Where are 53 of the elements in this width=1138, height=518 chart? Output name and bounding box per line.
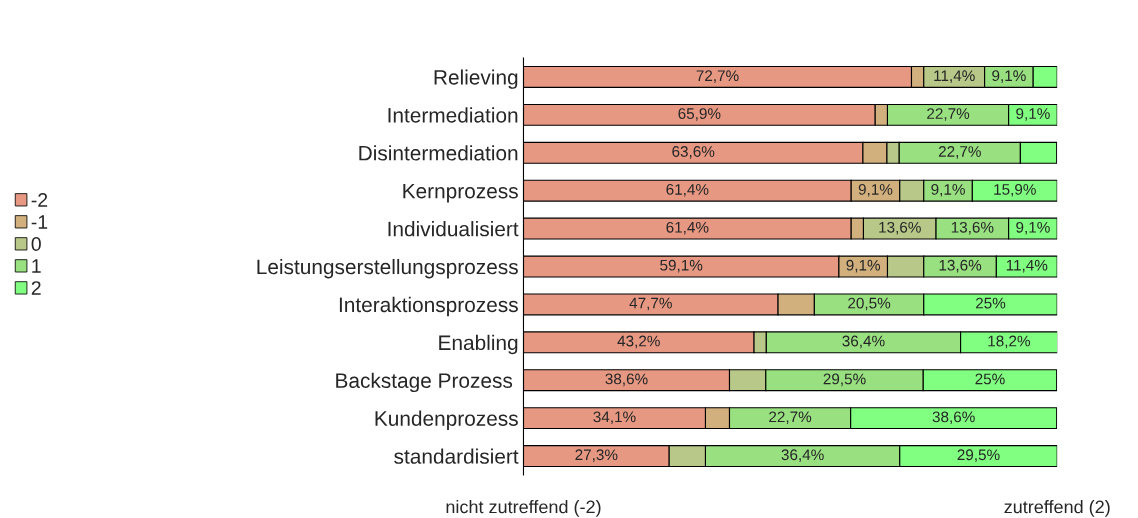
- data-label: 11,4%: [1006, 259, 1048, 273]
- data-label: 9,1%: [1016, 221, 1050, 235]
- data-label: 63,6%: [672, 146, 715, 159]
- data-label: 72,7%: [696, 70, 739, 83]
- data-label: 36,4%: [781, 449, 824, 462]
- text: zutreffend (2): [1004, 500, 1110, 517]
- data-label: 38,6%: [605, 373, 648, 387]
- data-label: 25%: [975, 373, 1005, 385]
- y-tick-label: Backstage Prozess: [336, 372, 513, 393]
- legend-label: 1: [32, 259, 41, 273]
- data-label: 20,5%: [848, 297, 891, 311]
- data-label: 61,4%: [666, 221, 709, 235]
- data-label: 59,1%: [660, 259, 703, 273]
- data-label: 22,7%: [769, 411, 812, 425]
- data-label: 29,5%: [823, 373, 866, 387]
- y-tick-label: Relieving: [434, 69, 518, 89]
- y-tick-label: Leistungserstellungsprozess: [257, 258, 518, 279]
- data-label: 9,1%: [1016, 108, 1050, 121]
- data-label: 13,6%: [879, 221, 921, 235]
- y-tick-label: Individualisiert: [388, 221, 519, 237]
- data-label: 47,7%: [629, 297, 672, 311]
- data-label: 65,9%: [678, 108, 721, 121]
- data-label: 9,1%: [931, 183, 965, 197]
- y-tick-label: Intermediation: [388, 107, 518, 123]
- data-label: 27,3%: [575, 449, 618, 462]
- data-label: 18,2%: [988, 335, 1031, 349]
- y-tick-label: Kundenprozess: [375, 410, 518, 431]
- data-label: 11,4%: [934, 70, 975, 83]
- data-label: 13,6%: [939, 259, 982, 273]
- data-label: 9,1%: [846, 259, 881, 273]
- legend-label: 2: [31, 281, 41, 295]
- y-tick-label: Disintermediation: [359, 145, 518, 161]
- data-label: 43,2%: [617, 335, 660, 349]
- y-tick-label: Kernprozess: [403, 183, 518, 203]
- data-label: 9,1%: [992, 70, 1026, 83]
- legend-label: 0: [31, 237, 41, 251]
- y-tick-label: standardisiert: [394, 448, 519, 464]
- data-label: 29,5%: [957, 449, 1000, 462]
- data-label: 9,1%: [858, 183, 893, 197]
- data-label: 36,4%: [842, 335, 885, 349]
- data-label: 34,1%: [593, 411, 636, 425]
- y-tick-label: Interaktionsprozess: [339, 296, 518, 317]
- legend-label: -1: [31, 215, 48, 229]
- data-label: 25%: [975, 297, 1006, 309]
- text: nicht zutreffend (-2): [446, 500, 601, 517]
- data-label: 61,4%: [666, 183, 709, 197]
- data-label: 22,7%: [938, 146, 981, 159]
- data-label: 22,7%: [927, 108, 970, 121]
- data-label: 13,6%: [951, 221, 994, 235]
- data-label: 15,9%: [994, 183, 1036, 197]
- y-tick-label: Enabling: [439, 334, 518, 355]
- data-label: 38,6%: [932, 411, 975, 425]
- legend-label: -2: [31, 193, 48, 207]
